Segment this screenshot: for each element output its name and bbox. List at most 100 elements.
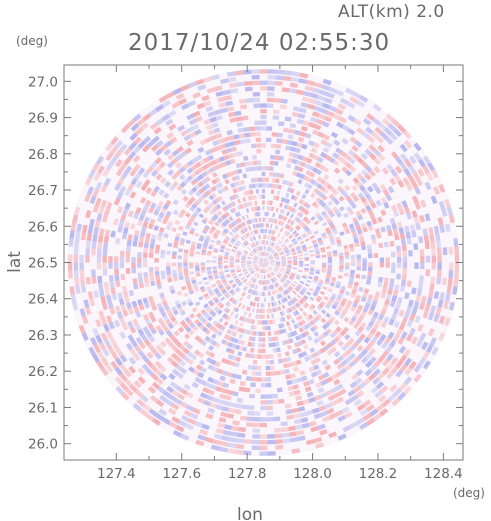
range-bin bbox=[304, 258, 310, 261]
range-bin bbox=[261, 331, 266, 336]
range-bin bbox=[142, 297, 149, 304]
range-bin bbox=[133, 380, 142, 389]
range-bin bbox=[312, 352, 318, 358]
range-bin bbox=[233, 246, 238, 250]
range-bin bbox=[262, 291, 265, 297]
range-bin bbox=[286, 205, 291, 211]
range-bin bbox=[183, 409, 192, 417]
range-bin bbox=[374, 291, 381, 297]
range-bin bbox=[211, 226, 217, 231]
range-bin bbox=[265, 268, 268, 273]
range-bin bbox=[239, 322, 244, 327]
range-bin bbox=[439, 292, 445, 301]
range-bin bbox=[268, 255, 272, 259]
range-bin bbox=[237, 432, 246, 438]
range-bin bbox=[73, 254, 79, 263]
range-bin bbox=[252, 262, 257, 263]
range-bin bbox=[135, 180, 143, 189]
range-bin bbox=[267, 439, 276, 445]
range-bin bbox=[173, 276, 178, 282]
range-bin bbox=[260, 258, 263, 262]
range-bin bbox=[296, 377, 303, 383]
range-bin bbox=[341, 406, 350, 414]
range-bin bbox=[150, 348, 158, 356]
range-bin bbox=[274, 255, 279, 258]
range-bin bbox=[119, 143, 128, 153]
range-bin bbox=[120, 304, 127, 312]
range-bin bbox=[238, 345, 244, 351]
x-tick-label: 128.2 bbox=[359, 466, 398, 482]
range-bin bbox=[359, 184, 366, 192]
y-tick-label: 26.7 bbox=[28, 183, 58, 199]
range-bin bbox=[199, 379, 207, 386]
range-bin bbox=[285, 192, 290, 198]
range-bin bbox=[308, 354, 314, 360]
range-bin bbox=[284, 403, 292, 409]
range-bin bbox=[137, 252, 142, 258]
range-bin bbox=[249, 353, 254, 359]
range-bin bbox=[211, 172, 218, 178]
range-bin bbox=[365, 193, 372, 200]
range-bin bbox=[309, 296, 315, 302]
range-bin bbox=[243, 251, 248, 254]
range-bin bbox=[381, 367, 390, 376]
range-bin bbox=[203, 100, 212, 107]
range-bin bbox=[208, 230, 214, 235]
range-bin bbox=[260, 246, 262, 251]
range-bin bbox=[264, 261, 269, 263]
range-bin bbox=[243, 69, 252, 75]
range-bin bbox=[234, 234, 239, 239]
range-bin bbox=[330, 295, 336, 301]
range-bin bbox=[270, 296, 273, 302]
range-bin bbox=[235, 175, 240, 181]
range-bin bbox=[184, 224, 191, 230]
range-bin bbox=[278, 241, 283, 245]
range-bin bbox=[337, 355, 345, 362]
range-bin bbox=[296, 285, 302, 289]
range-bin bbox=[287, 265, 292, 268]
y-tick-label: 26.2 bbox=[28, 364, 58, 380]
range-bin bbox=[242, 269, 247, 272]
range-bin bbox=[212, 199, 218, 205]
range-bin bbox=[227, 342, 233, 348]
range-bin bbox=[249, 301, 253, 306]
range-bin bbox=[213, 247, 219, 251]
range-bin bbox=[323, 181, 330, 188]
range-bin bbox=[190, 172, 197, 179]
range-bin bbox=[315, 442, 324, 449]
range-bin bbox=[229, 348, 235, 355]
range-bin bbox=[315, 297, 321, 303]
range-bin bbox=[227, 302, 232, 308]
range-bin bbox=[203, 76, 212, 83]
range-bin bbox=[220, 288, 226, 293]
range-bin bbox=[238, 273, 243, 276]
range-bin bbox=[312, 241, 318, 246]
range-bin bbox=[365, 360, 373, 368]
range-bin bbox=[167, 242, 173, 248]
range-bin bbox=[344, 248, 349, 253]
range-bin bbox=[354, 242, 360, 248]
range-bin bbox=[224, 95, 232, 101]
range-bin bbox=[233, 227, 238, 233]
range-bin bbox=[320, 247, 325, 251]
range-bin bbox=[355, 224, 362, 231]
range-bin bbox=[217, 182, 223, 188]
range-bin bbox=[196, 207, 202, 213]
range-bin bbox=[234, 110, 242, 116]
range-bin bbox=[244, 132, 251, 138]
range-bin bbox=[113, 197, 121, 206]
range-bin bbox=[235, 443, 245, 450]
range-bin bbox=[408, 165, 416, 174]
range-bin bbox=[298, 321, 304, 327]
range-bin bbox=[264, 263, 267, 267]
range-bin bbox=[325, 141, 333, 149]
range-bin bbox=[232, 188, 237, 194]
range-bin bbox=[264, 263, 268, 267]
range-bin bbox=[145, 187, 153, 195]
range-bin bbox=[256, 320, 260, 325]
range-bin bbox=[328, 157, 336, 164]
range-bin bbox=[244, 81, 253, 86]
range-bin bbox=[433, 291, 440, 300]
range-bin bbox=[204, 295, 210, 301]
range-bin bbox=[327, 256, 333, 260]
